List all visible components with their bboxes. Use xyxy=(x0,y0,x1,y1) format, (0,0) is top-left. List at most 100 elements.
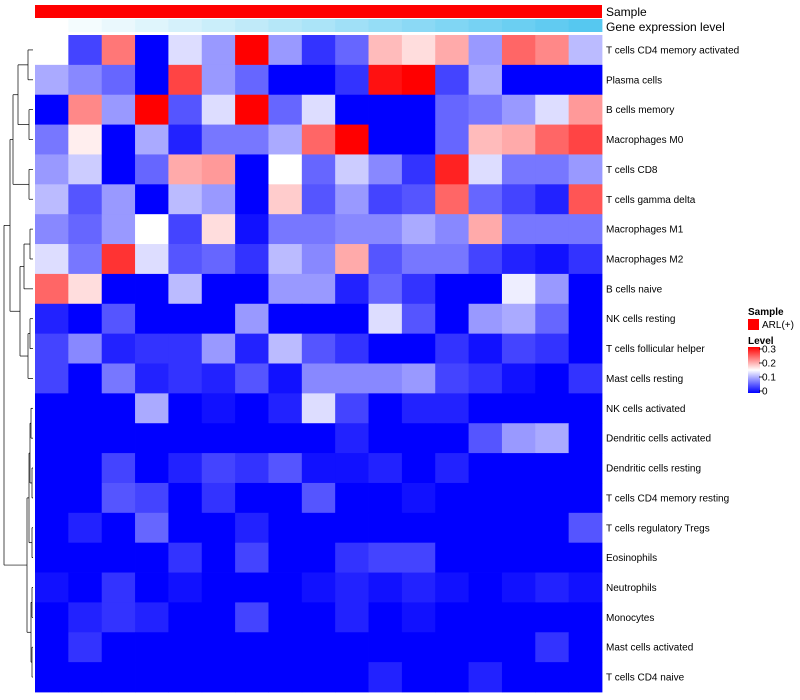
legend-level-ticks: 0.3 0.2 0.1 0 xyxy=(759,345,776,398)
heatmap-cell xyxy=(35,303,69,335)
row-label: T cells CD4 naive xyxy=(606,673,685,684)
heatmap-cell xyxy=(401,423,436,454)
heatmap-cell xyxy=(568,572,603,603)
heatmap-cell xyxy=(268,124,303,155)
heatmap-cell xyxy=(201,363,236,394)
heatmap-cell xyxy=(535,542,570,573)
heatmap-cell xyxy=(435,273,469,305)
heatmap-cell xyxy=(268,214,303,245)
gene-expression-annotation-label: Gene expression level xyxy=(606,20,725,34)
heatmap-cell xyxy=(468,124,503,155)
heatmap-cell xyxy=(535,363,570,394)
heatmap-cell xyxy=(501,244,536,275)
heatmap-cell xyxy=(501,214,536,245)
heatmap-cell xyxy=(301,333,336,364)
heatmap-cell xyxy=(235,602,269,633)
heatmap-cell xyxy=(501,632,536,663)
heatmap-cell xyxy=(101,512,136,544)
heatmap-cell xyxy=(268,363,303,394)
heatmap-cell xyxy=(101,273,136,305)
heatmap-cell xyxy=(368,124,403,155)
heatmap-cell xyxy=(101,572,136,603)
heatmap-cell xyxy=(468,662,503,693)
heatmap-cell xyxy=(135,423,169,454)
heatmap-cell xyxy=(35,333,69,364)
heatmap-cell xyxy=(201,662,236,693)
heatmap-cell xyxy=(168,154,203,185)
heatmap-cell xyxy=(468,214,503,245)
heatmap-cell xyxy=(201,124,236,155)
heatmap-cell xyxy=(135,94,169,125)
heatmap-cell xyxy=(435,244,469,275)
heatmap-cell xyxy=(301,35,336,66)
legend-sample-title: Sample xyxy=(748,307,784,318)
heatmap-cell xyxy=(535,572,570,603)
heatmap-cell xyxy=(101,154,136,185)
legend-level-colorbar xyxy=(748,347,760,393)
heatmap-cell xyxy=(535,64,570,96)
row-label: Dendritic cells resting xyxy=(606,464,701,475)
heatmap-cell xyxy=(135,482,169,514)
heatmap-cell xyxy=(301,393,336,424)
heatmap-cell xyxy=(435,662,469,693)
heatmap-cell xyxy=(201,542,236,573)
heatmap-cell xyxy=(68,512,103,544)
heatmap-cell xyxy=(301,303,336,335)
heatmap-cell xyxy=(535,393,570,424)
heatmap-cell xyxy=(335,35,369,66)
row-dendrogram xyxy=(3,49,33,678)
heatmap-cell xyxy=(235,64,269,96)
heatmap-cell xyxy=(235,214,269,245)
heatmap-cell xyxy=(301,602,336,633)
heatmap-cell xyxy=(435,94,469,125)
heatmap-cell xyxy=(535,303,570,335)
heatmap-cell xyxy=(301,94,336,125)
heatmap-cell xyxy=(168,572,203,603)
gene-expression-annotation-cell xyxy=(201,19,236,32)
heatmap-cell xyxy=(335,542,369,573)
row-label: B cells memory xyxy=(606,105,674,116)
heatmap-cell xyxy=(135,184,169,215)
heatmap-cell xyxy=(501,572,536,603)
heatmap-cell xyxy=(101,35,136,66)
heatmap-cell xyxy=(35,453,69,484)
heatmap-cell xyxy=(201,303,236,335)
heatmap-cell xyxy=(68,662,103,693)
heatmap-cell xyxy=(368,363,403,394)
row-label: T cells CD4 memory resting xyxy=(606,493,729,504)
heatmap-cell xyxy=(268,184,303,215)
heatmap-cell xyxy=(235,423,269,454)
heatmap-cell xyxy=(101,423,136,454)
heatmap-cell xyxy=(568,453,603,484)
heatmap-cell xyxy=(168,632,203,663)
heatmap-cell xyxy=(168,273,203,305)
heatmap-cell xyxy=(268,662,303,693)
heatmap-cell xyxy=(35,602,69,633)
heatmap-cell xyxy=(268,512,303,544)
heatmap-cell xyxy=(201,423,236,454)
heatmap-cell xyxy=(401,94,436,125)
heatmap-cell xyxy=(301,453,336,484)
heatmap-cell xyxy=(135,662,169,693)
heatmap-cell xyxy=(468,572,503,603)
heatmap-cell xyxy=(201,393,236,424)
heatmap-cell xyxy=(368,94,403,125)
heatmap-cell xyxy=(68,363,103,394)
heatmap-cell xyxy=(235,482,269,514)
row-label: Monocytes xyxy=(606,613,654,624)
gene-expression-annotation-cell xyxy=(335,19,369,32)
heatmap-cell xyxy=(268,154,303,185)
heatmap-cell xyxy=(468,64,503,96)
heatmap-cell xyxy=(335,423,369,454)
heatmap-cell xyxy=(535,423,570,454)
heatmap-cell xyxy=(535,94,570,125)
heatmap-cell xyxy=(168,244,203,275)
heatmap-cell xyxy=(568,512,603,544)
heatmap-cell xyxy=(268,303,303,335)
row-label: T cells CD8 xyxy=(606,165,658,176)
heatmap-cell xyxy=(101,363,136,394)
heatmap-cell xyxy=(235,35,269,66)
heatmap-cell xyxy=(335,363,369,394)
heatmap-cell xyxy=(101,124,136,155)
